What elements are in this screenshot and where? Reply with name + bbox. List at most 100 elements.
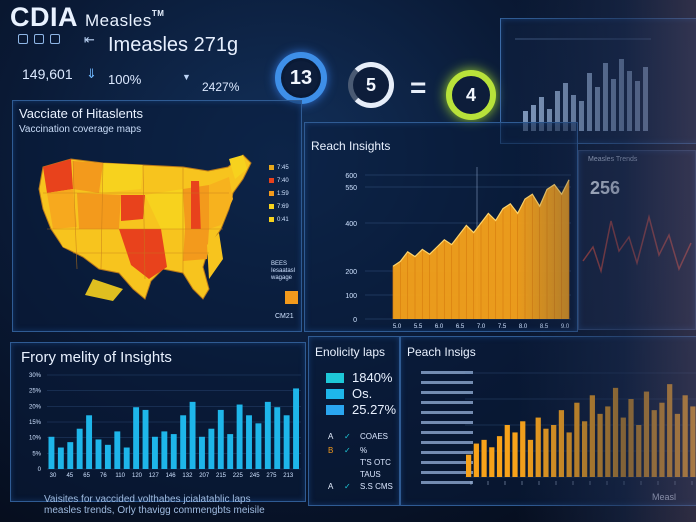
reach-secondary-title: Peach Insigs	[407, 345, 476, 359]
y-tick-label: 0	[353, 317, 357, 324]
legend-item: 0:41	[269, 213, 289, 226]
bar	[208, 428, 215, 469]
stat-percent: 100%	[108, 72, 142, 87]
legend-swatch	[285, 291, 298, 304]
x-tick-label: 245	[250, 473, 261, 479]
x-tick-label: 5.5	[414, 324, 423, 330]
x-tick-label: 146	[166, 473, 177, 479]
list-text: %	[360, 446, 368, 455]
bar	[123, 447, 130, 469]
list-item	[421, 371, 473, 374]
frequency-bar-chart[interactable]: 0 5% 10% 15% 20% 25% 30% 30 45 65 76 110 120 127 146 13…	[11, 343, 307, 503]
brand-title: CDIA MeaslesTM	[10, 2, 165, 32]
list-item	[421, 471, 473, 474]
reach-secondary-panel: Peach Insigs	[400, 336, 696, 506]
endemicity-value: 1840%	[352, 370, 393, 385]
bar	[504, 425, 510, 477]
map-borders	[43, 160, 229, 280]
bar	[558, 410, 565, 477]
legend-item: 7:40	[269, 174, 289, 187]
bar	[643, 391, 650, 477]
bar	[473, 443, 479, 477]
trend-label: Measles Trends	[588, 156, 638, 163]
legend-label: 7:69	[277, 203, 289, 210]
list-item	[421, 431, 473, 434]
legend-swatch	[269, 191, 274, 196]
x-tick-label: 213	[283, 473, 294, 479]
map-panel: Vacciate of Hitaslents Vaccination cover…	[12, 100, 302, 332]
header: CDIA MeaslesTM ⇤ Imeasles 271g 149,601 ⇓…	[0, 0, 500, 100]
y-tick-label: 600	[345, 173, 357, 180]
bar	[180, 415, 187, 469]
map-panel-title: Vacciate of Hitaslents	[19, 106, 144, 121]
us-coverage-map[interactable]	[33, 149, 263, 309]
bar	[612, 387, 619, 477]
bar	[264, 401, 271, 469]
bar	[628, 399, 634, 477]
list-item[interactable]: A ✓ COAES	[328, 432, 388, 441]
reach-panel: Reach Insights 0 100 200 400 550 600 5.0 5.5 6.0…	[304, 122, 578, 332]
list-item	[421, 411, 473, 414]
bar	[636, 425, 642, 477]
bar	[133, 407, 140, 469]
map-region-inset	[85, 279, 123, 301]
grid-icon[interactable]	[34, 34, 44, 44]
x-tick-label: 127	[149, 473, 160, 479]
list-text: TAUS	[360, 470, 381, 479]
list-item	[421, 481, 473, 484]
x-tick-label: 215	[216, 473, 227, 479]
map-region-northwest	[43, 159, 73, 193]
map-panel-subtitle: Vaccination coverage maps	[19, 124, 142, 135]
endemicity-row: 25.27%	[326, 402, 396, 417]
bar	[619, 59, 624, 131]
stat-change: 2427%	[202, 80, 240, 94]
bar	[489, 447, 495, 477]
list-item	[421, 451, 473, 454]
reach-area-chart[interactable]: 0 100 200 400 550 600 5.0 5.5 6.0 6.5 7.0 7.5 8.0 8.5…	[305, 123, 579, 333]
list-item	[421, 381, 473, 384]
reach-secondary-bar-chart[interactable]	[401, 337, 696, 507]
bar	[151, 436, 158, 469]
legend-item: 7:69	[269, 200, 289, 213]
list-key: A	[328, 432, 334, 441]
bar	[627, 71, 632, 131]
print-icon[interactable]	[50, 34, 60, 44]
legend-item: 7:45	[269, 161, 289, 174]
chevron-down-icon[interactable]: ▼	[182, 72, 191, 82]
bar	[543, 428, 549, 477]
bar	[535, 417, 541, 477]
window-icon[interactable]	[18, 34, 28, 44]
legend-swatch	[269, 204, 274, 209]
list-item[interactable]: TAUS	[328, 470, 381, 479]
endemicity-swatch	[326, 372, 344, 383]
x-tick-label: 30	[50, 473, 57, 479]
trend-value: 256	[590, 178, 621, 198]
y-tick-label: 5%	[32, 451, 41, 457]
legend-item: 1:59	[269, 187, 289, 200]
bar	[67, 442, 74, 469]
list-item[interactable]: B ✓%	[328, 446, 367, 455]
map-region-coast	[207, 233, 223, 279]
y-tick-label: 15%	[29, 420, 42, 426]
list-item[interactable]: A ✓ S.S CMS	[328, 482, 393, 491]
bar	[597, 413, 603, 477]
check-icon: ✓	[344, 446, 351, 455]
x-tick-label: 6.5	[456, 324, 465, 330]
x-tick-label: 76	[100, 473, 107, 479]
map-region-northeast	[229, 155, 247, 179]
bar	[496, 436, 503, 477]
kpi-ring-2: 5	[348, 62, 394, 108]
map-region-north	[73, 161, 103, 193]
x-tick-label: 275	[266, 473, 277, 479]
list-item[interactable]: T'S OTC	[328, 458, 391, 467]
frequency-panel-title: Frory melity of Insights	[21, 349, 172, 366]
endemicity-panel: Enolicity laps	[308, 336, 400, 506]
drop-icon: ⇓	[86, 66, 97, 81]
arrow-icon[interactable]: ⇤	[84, 32, 95, 47]
trend-panel	[578, 150, 696, 330]
bar	[682, 395, 688, 477]
bar	[199, 436, 205, 469]
bar	[674, 413, 681, 477]
equals-sign: =	[410, 72, 427, 103]
